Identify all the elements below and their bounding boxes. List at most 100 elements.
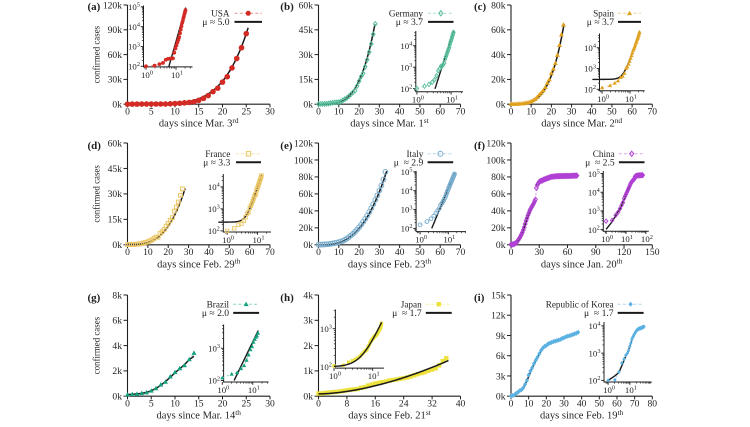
- svg-text:20k: 20k: [491, 223, 506, 234]
- svg-text:days since Feb. 19th: days since Feb. 19th: [540, 408, 624, 422]
- svg-text:Spain: Spain: [593, 9, 614, 19]
- svg-text:0k: 0k: [112, 392, 122, 403]
- svg-text:40k: 40k: [299, 206, 314, 217]
- svg-text:101: 101: [443, 234, 455, 244]
- svg-text:μ ≈ 2.5: μ ≈ 2.5: [585, 158, 615, 169]
- svg-text:101: 101: [248, 385, 260, 395]
- svg-text:101: 101: [171, 70, 183, 80]
- svg-text:3k: 3k: [303, 316, 313, 327]
- svg-text:0k: 0k: [496, 100, 506, 111]
- svg-text:8k: 8k: [112, 290, 122, 301]
- svg-text:70: 70: [456, 247, 466, 258]
- svg-text:104: 104: [401, 185, 414, 195]
- svg-text:100k: 100k: [294, 155, 313, 166]
- svg-text:120k: 120k: [486, 138, 505, 149]
- svg-text:103: 103: [589, 348, 601, 358]
- svg-text:0: 0: [509, 398, 514, 409]
- svg-text:80k: 80k: [491, 0, 506, 11]
- svg-text:60: 60: [245, 247, 255, 258]
- svg-text:6k: 6k: [112, 316, 122, 327]
- svg-text:0: 0: [125, 106, 130, 117]
- svg-text:103: 103: [400, 62, 412, 72]
- svg-text:105: 105: [588, 168, 600, 178]
- svg-text:80k: 80k: [491, 172, 506, 183]
- svg-text:(a): (a): [88, 1, 101, 13]
- svg-text:25: 25: [241, 398, 251, 409]
- svg-text:20k: 20k: [491, 75, 506, 86]
- svg-text:105: 105: [401, 167, 413, 177]
- svg-text:103: 103: [208, 343, 220, 353]
- svg-text:102: 102: [320, 362, 332, 372]
- svg-text:60k: 60k: [491, 25, 506, 36]
- svg-text:10: 10: [524, 398, 534, 409]
- svg-text:101: 101: [253, 235, 265, 245]
- svg-text:80k: 80k: [299, 172, 314, 183]
- svg-text:Italy: Italy: [406, 149, 423, 159]
- svg-text:30k: 30k: [108, 75, 123, 86]
- svg-text:10: 10: [143, 247, 153, 258]
- svg-text:104: 104: [400, 41, 413, 51]
- svg-text:Republic of Korea: Republic of Korea: [546, 300, 614, 310]
- svg-text:0k: 0k: [112, 240, 122, 251]
- svg-text:100: 100: [217, 385, 229, 395]
- svg-text:104: 104: [584, 43, 597, 53]
- svg-text:20: 20: [542, 398, 552, 409]
- svg-text:30: 30: [567, 106, 577, 117]
- svg-text:China: China: [593, 149, 615, 159]
- svg-text:40: 40: [456, 398, 466, 409]
- svg-text:60k: 60k: [299, 0, 314, 11]
- svg-text:10: 10: [170, 398, 180, 409]
- svg-text:103: 103: [128, 41, 140, 51]
- svg-text:confirmed cases: confirmed cases: [92, 316, 102, 374]
- svg-text:40: 40: [587, 106, 597, 117]
- svg-text:6k: 6k: [496, 351, 506, 362]
- svg-text:20: 20: [354, 106, 364, 117]
- svg-text:40k: 40k: [491, 206, 506, 217]
- svg-text:0: 0: [316, 398, 321, 409]
- svg-text:0: 0: [509, 106, 514, 117]
- svg-text:100: 100: [222, 235, 234, 245]
- svg-text:days since Feb. 29th: days since Feb. 29th: [157, 257, 241, 271]
- svg-text:10: 10: [334, 106, 344, 117]
- svg-text:15: 15: [194, 106, 204, 117]
- svg-text:90k: 90k: [108, 25, 123, 36]
- svg-text:μ ≈ 3.7: μ ≈ 3.7: [396, 17, 423, 28]
- svg-text:104: 104: [128, 21, 141, 31]
- svg-text:50: 50: [415, 247, 425, 258]
- svg-text:150: 150: [645, 247, 660, 258]
- svg-text:(h): (h): [280, 292, 294, 304]
- svg-text:102: 102: [208, 226, 220, 236]
- svg-text:0k: 0k: [303, 100, 313, 111]
- svg-text:45k: 45k: [108, 164, 123, 175]
- svg-text:60: 60: [435, 247, 445, 258]
- svg-text:103: 103: [401, 204, 413, 214]
- svg-text:101: 101: [621, 234, 633, 244]
- svg-text:101: 101: [446, 94, 458, 104]
- svg-text:50: 50: [224, 247, 234, 258]
- svg-text:120k: 120k: [103, 0, 122, 11]
- svg-text:60k: 60k: [108, 138, 123, 149]
- svg-text:0k: 0k: [303, 392, 313, 403]
- svg-text:0: 0: [509, 247, 514, 258]
- svg-text:103: 103: [588, 206, 600, 216]
- svg-text:3k: 3k: [496, 371, 506, 382]
- svg-text:102: 102: [208, 375, 220, 385]
- svg-text:80: 80: [648, 398, 658, 409]
- svg-text:102: 102: [589, 375, 601, 385]
- svg-text:1k: 1k: [303, 366, 313, 377]
- svg-text:50: 50: [607, 106, 617, 117]
- svg-text:15k: 15k: [299, 75, 314, 86]
- svg-text:μ ≈ 3.7: μ ≈ 3.7: [587, 17, 614, 28]
- svg-text:100: 100: [415, 234, 427, 244]
- svg-text:2k: 2k: [303, 341, 313, 352]
- svg-text:102: 102: [128, 61, 140, 71]
- svg-text:days since Mar. 14th: days since Mar. 14th: [157, 408, 242, 422]
- svg-text:20: 20: [218, 106, 228, 117]
- svg-text:100: 100: [603, 385, 615, 395]
- svg-text:10: 10: [170, 106, 180, 117]
- svg-text:120: 120: [617, 247, 632, 258]
- svg-text:0: 0: [316, 106, 321, 117]
- svg-text:25: 25: [241, 106, 251, 117]
- svg-text:102: 102: [584, 84, 596, 94]
- svg-text:30: 30: [534, 247, 544, 258]
